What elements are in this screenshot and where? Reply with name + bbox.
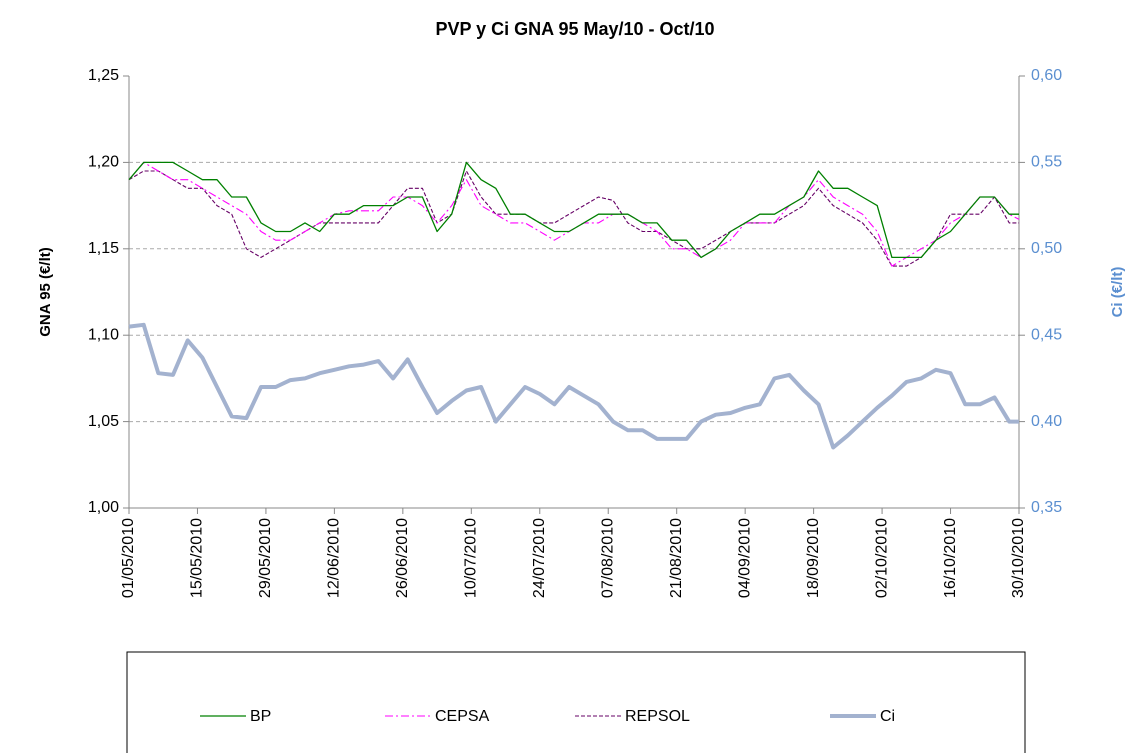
x-tick-label: 26/06/2010 [394,518,411,598]
x-tick-label: 30/10/2010 [1010,518,1027,598]
x-tick-label: 24/07/2010 [531,518,548,598]
y-axis-title: GNA 95 (€/lt) [37,247,54,336]
y2-tick-label: 0,40 [1031,413,1062,430]
y2-tick-label: 0,45 [1031,326,1062,343]
x-tick-label: 21/08/2010 [668,518,685,598]
x-tick-label: 10/07/2010 [463,518,480,598]
series-line [128,161,1020,267]
y-tick-label: 1,25 [88,67,119,84]
legend-label: BP [250,708,271,725]
x-tick-label: 04/09/2010 [736,518,753,598]
legend-label: Ci [880,708,895,725]
y2-tick-label: 0,50 [1031,240,1062,257]
chart-title: PVP y Ci GNA 95 May/10 - Oct/10 [435,19,714,39]
x-tick-label: 29/05/2010 [257,518,274,598]
x-tick-label: 12/06/2010 [326,518,343,598]
y-tick-label: 1,15 [88,240,119,257]
y-tick-label: 1,20 [88,154,119,171]
x-tick-label: 01/05/2010 [120,518,137,598]
x-tick-label: 07/08/2010 [599,518,616,598]
y2-tick-label: 0,35 [1031,499,1062,516]
x-tick-label: 15/05/2010 [189,518,206,598]
series-line [128,161,1019,259]
x-tick-label: 16/10/2010 [942,518,959,598]
y2-tick-label: 0,55 [1031,154,1062,171]
y-tick-label: 1,05 [88,413,119,430]
y-tick-label: 1,00 [88,499,119,516]
series-line [128,322,1019,450]
x-tick-label: 02/10/2010 [873,518,890,598]
legend-label: CEPSA [435,708,490,725]
y2-axis-title: Ci (€/lt) [1109,267,1126,318]
series-line [128,170,1019,267]
legend-label: REPSOL [625,708,690,725]
legend-box [126,651,1026,753]
x-tick-label: 18/09/2010 [805,518,822,598]
y2-tick-label: 0,60 [1031,67,1062,84]
y-tick-label: 1,10 [88,326,119,343]
